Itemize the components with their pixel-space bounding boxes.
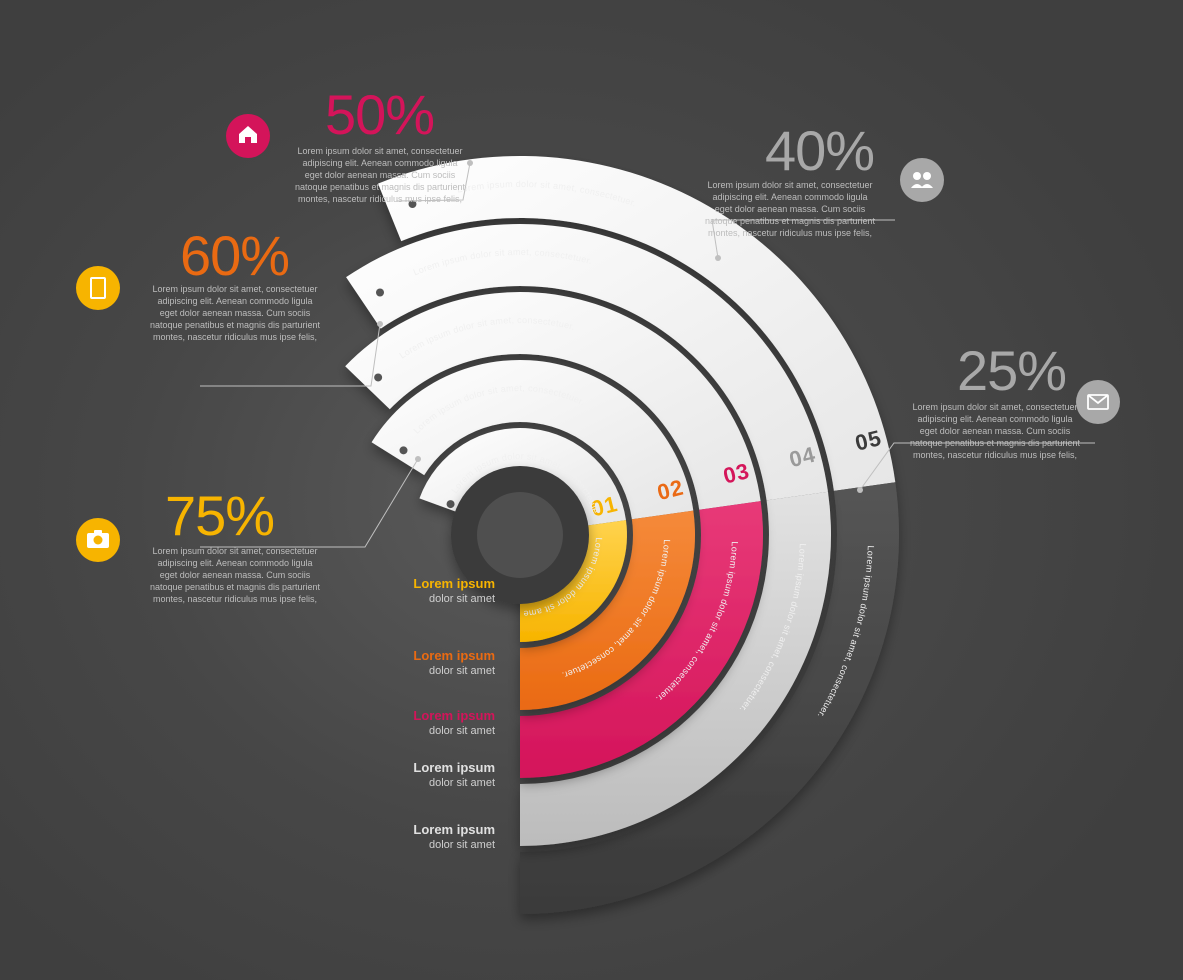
ring-label-sub-03: dolor sit amet <box>429 725 495 737</box>
ring-label-sub-05: dolor sit amet <box>429 839 495 851</box>
hub-inner <box>477 492 563 578</box>
leader-dot-cam <box>415 456 421 462</box>
callout-home: 50%Lorem ipsum dolor sit amet, consectet… <box>295 83 473 204</box>
cam-icon <box>76 518 120 562</box>
ring-label-sub-01: dolor sit amet <box>429 593 495 605</box>
ring-label-sub-04: dolor sit amet <box>429 777 495 789</box>
percent-cam: 75% <box>165 484 274 547</box>
ring-hole-01 <box>447 500 455 508</box>
ring-label-05: Lorem ipsum dolor sit amet <box>413 822 495 851</box>
ring-hole-02 <box>400 446 408 454</box>
ring-label-title-04: Lorem ipsum <box>413 760 495 775</box>
ring-label-title-03: Lorem ipsum <box>413 708 495 723</box>
home-icon <box>226 114 270 158</box>
doc-icon <box>76 266 120 310</box>
mail-icon <box>1076 380 1120 424</box>
percent-people: 40% <box>765 119 874 182</box>
ring-label-01: Lorem ipsum dolor sit amet <box>413 576 495 605</box>
percent-home: 50% <box>325 83 434 146</box>
callout-doc: 60%Lorem ipsum dolor sit amet, consectet… <box>150 224 383 386</box>
leader-dot-people <box>715 255 721 261</box>
callout-text-home: Lorem ipsum dolor sit amet, consectetuer… <box>295 146 466 204</box>
callout-text-people: Lorem ipsum dolor sit amet, consectetuer… <box>705 180 876 238</box>
ring-label-03: Lorem ipsum dolor sit amet <box>413 708 495 737</box>
callout-text-doc: Lorem ipsum dolor sit amet, consectetuer… <box>150 284 321 342</box>
ring-hole-04 <box>376 289 384 297</box>
people-icon <box>900 158 944 202</box>
ring-hole-03 <box>374 373 382 381</box>
ring-label-02: Lorem ipsum dolor sit amet <box>413 648 495 677</box>
callout-text-cam: Lorem ipsum dolor sit amet, consectetuer… <box>150 546 321 604</box>
callout-text-mail: Lorem ipsum dolor sit amet, consectetuer… <box>910 402 1081 460</box>
ring-label-04: Lorem ipsum dolor sit amet <box>413 760 495 789</box>
ring-label-sub-02: dolor sit amet <box>429 665 495 677</box>
percent-doc: 60% <box>180 224 289 287</box>
percent-mail: 25% <box>957 339 1066 402</box>
leader-dot-doc <box>377 321 383 327</box>
ring-label-title-01: Lorem ipsum <box>413 576 495 591</box>
leader-dot-mail <box>857 487 863 493</box>
ring-label-title-02: Lorem ipsum <box>413 648 495 663</box>
leader-dot-home <box>467 160 473 166</box>
callout-cam: 75%Lorem ipsum dolor sit amet, consectet… <box>150 456 421 604</box>
ring-label-title-05: Lorem ipsum <box>413 822 495 837</box>
